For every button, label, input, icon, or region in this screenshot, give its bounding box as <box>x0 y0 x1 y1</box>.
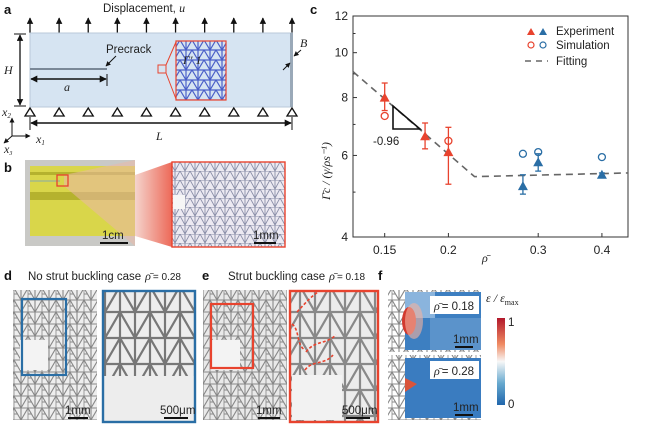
panel-label-a: a <box>4 2 12 17</box>
scale-bar-d2: 500μm <box>160 405 195 417</box>
displacement-label: Displacement, u <box>103 1 185 15</box>
legend-exp-red-marker <box>527 28 535 35</box>
x-tick-label: 0.4 <box>594 243 611 257</box>
experiment-point <box>443 147 454 157</box>
legend-experiment: Experiment <box>556 26 615 38</box>
panel-c: c 0.15 0.2 0.3 0.4 4 6 8 10 12 Γ̄c / (γ/ρs⁻¹) ρ̄… <box>310 2 629 265</box>
scale-bar-f-top: 1mm <box>453 334 479 346</box>
y-tick-label: 10 <box>335 46 349 60</box>
experiment-point <box>596 169 607 179</box>
legend-sim-red-marker <box>527 41 535 49</box>
specimen-thickness <box>290 33 293 107</box>
experiment-point <box>517 181 528 191</box>
y-axis-label: Γ̄c / (γ/ρs⁻¹) <box>319 142 333 201</box>
simulation-point <box>380 111 389 121</box>
colorbar-label: ε / εmax <box>486 291 519 307</box>
panel-b: b 1cm 1mm <box>4 160 286 248</box>
specimen-body <box>29 32 293 108</box>
coordinate-axes: x2 x1 x3 <box>1 105 45 157</box>
experiment-point <box>379 92 390 102</box>
legend-sim-blue-marker <box>539 41 547 49</box>
colorbar <box>497 318 505 405</box>
support-triangle <box>227 106 240 117</box>
experiment-point <box>420 131 431 141</box>
scale-bar-1cm: 1cm <box>102 230 124 242</box>
x-axis-label: ρ̄ <box>481 251 491 265</box>
slope-triangle <box>392 104 423 130</box>
a-label: a <box>64 80 70 94</box>
support-triangle <box>52 106 66 117</box>
scale-bar-f-bottom: 1mm <box>453 402 479 414</box>
panel-d-title: No strut buckling case ρ̄ = 0.28 <box>28 269 181 283</box>
legend: Experiment Simulation Fitting <box>525 26 615 68</box>
precrack-label: Precrack <box>106 44 152 56</box>
colorbar-max: 1 <box>508 317 514 329</box>
svg-text:x1: x1 <box>35 132 45 147</box>
support-triangle <box>23 106 37 117</box>
simulation-point <box>597 152 607 162</box>
colorbar-min: 0 <box>508 399 514 411</box>
y-tick-label: 4 <box>341 230 348 244</box>
x-tick-label: 0.2 <box>440 243 457 257</box>
simulation-point <box>518 149 528 158</box>
unit-cell-label: Γ′ 1 <box>182 53 201 67</box>
zoom-box-red <box>209 302 255 370</box>
panel-label-e: e <box>202 268 209 283</box>
panel-e-title: Strut buckling case ρ̄ = 0.18 <box>228 269 365 283</box>
support-triangle <box>198 106 211 117</box>
panel-label-d: d <box>4 268 12 283</box>
legend-fitting: Fitting <box>556 56 587 68</box>
h-label: H <box>3 63 14 77</box>
b-label: B <box>300 36 308 50</box>
y-tick-label: 6 <box>341 148 348 162</box>
panel-label-b: b <box>4 160 12 175</box>
bottom-rho-label: ρ̄ = 0.28 <box>433 364 474 378</box>
slope-annotation: -0.96 <box>373 136 399 148</box>
x-tick-label: 0.15 <box>373 243 397 257</box>
top-rho-label: ρ̄ = 0.18 <box>433 299 474 313</box>
panel-f: f ρ̄ = 0.18 1mm ρ̄ = 0.28 1mm ε / εmax 1 0 <box>378 268 519 420</box>
support-triangle <box>140 106 153 117</box>
lattice-inset <box>175 40 227 101</box>
legend-exp-blue-marker <box>539 28 547 35</box>
unit-cell-marker <box>157 64 167 74</box>
support-triangle <box>169 106 182 117</box>
l-label: L <box>155 129 163 143</box>
panel-e: e Strut buckling case ρ̄ = 0.18 1mm 500μm <box>202 268 380 424</box>
buckled-strut-traces <box>291 291 337 371</box>
panel-a: a Displacement, u Precrack a H Γ′ 1 B L … <box>1 1 308 157</box>
panel-d: d No strut buckling case ρ̄ = 0.28 1mm 500… <box>4 268 197 424</box>
scale-bar-1mm: 1mm <box>253 230 279 242</box>
displacement-arrows <box>26 17 296 33</box>
y-tick-label: 12 <box>335 9 349 23</box>
svg-text:x3: x3 <box>3 142 12 157</box>
panel-label-f: f <box>378 268 383 283</box>
precrack-arrow <box>105 55 117 67</box>
scale-bar-d1: 1mm <box>65 405 91 417</box>
scale-bar-e2: 500μm <box>342 405 377 417</box>
roller-supports <box>23 106 299 117</box>
experiment-point <box>533 157 544 167</box>
fitting-line <box>352 71 629 178</box>
zoom-marker <box>56 174 69 187</box>
support-triangle <box>256 106 270 117</box>
zoom-box-blue <box>20 297 68 377</box>
support-triangle <box>285 106 299 117</box>
plot-area <box>352 15 629 238</box>
scale-bar-e1: 1mm <box>256 405 282 417</box>
support-triangle <box>111 106 124 117</box>
legend-simulation: Simulation <box>556 40 610 52</box>
y-tick-label: 8 <box>341 91 348 105</box>
panel-label-c: c <box>310 2 317 17</box>
svg-text:x2: x2 <box>1 105 11 120</box>
support-triangle <box>82 106 95 117</box>
x-tick-label: 0.3 <box>530 243 547 257</box>
